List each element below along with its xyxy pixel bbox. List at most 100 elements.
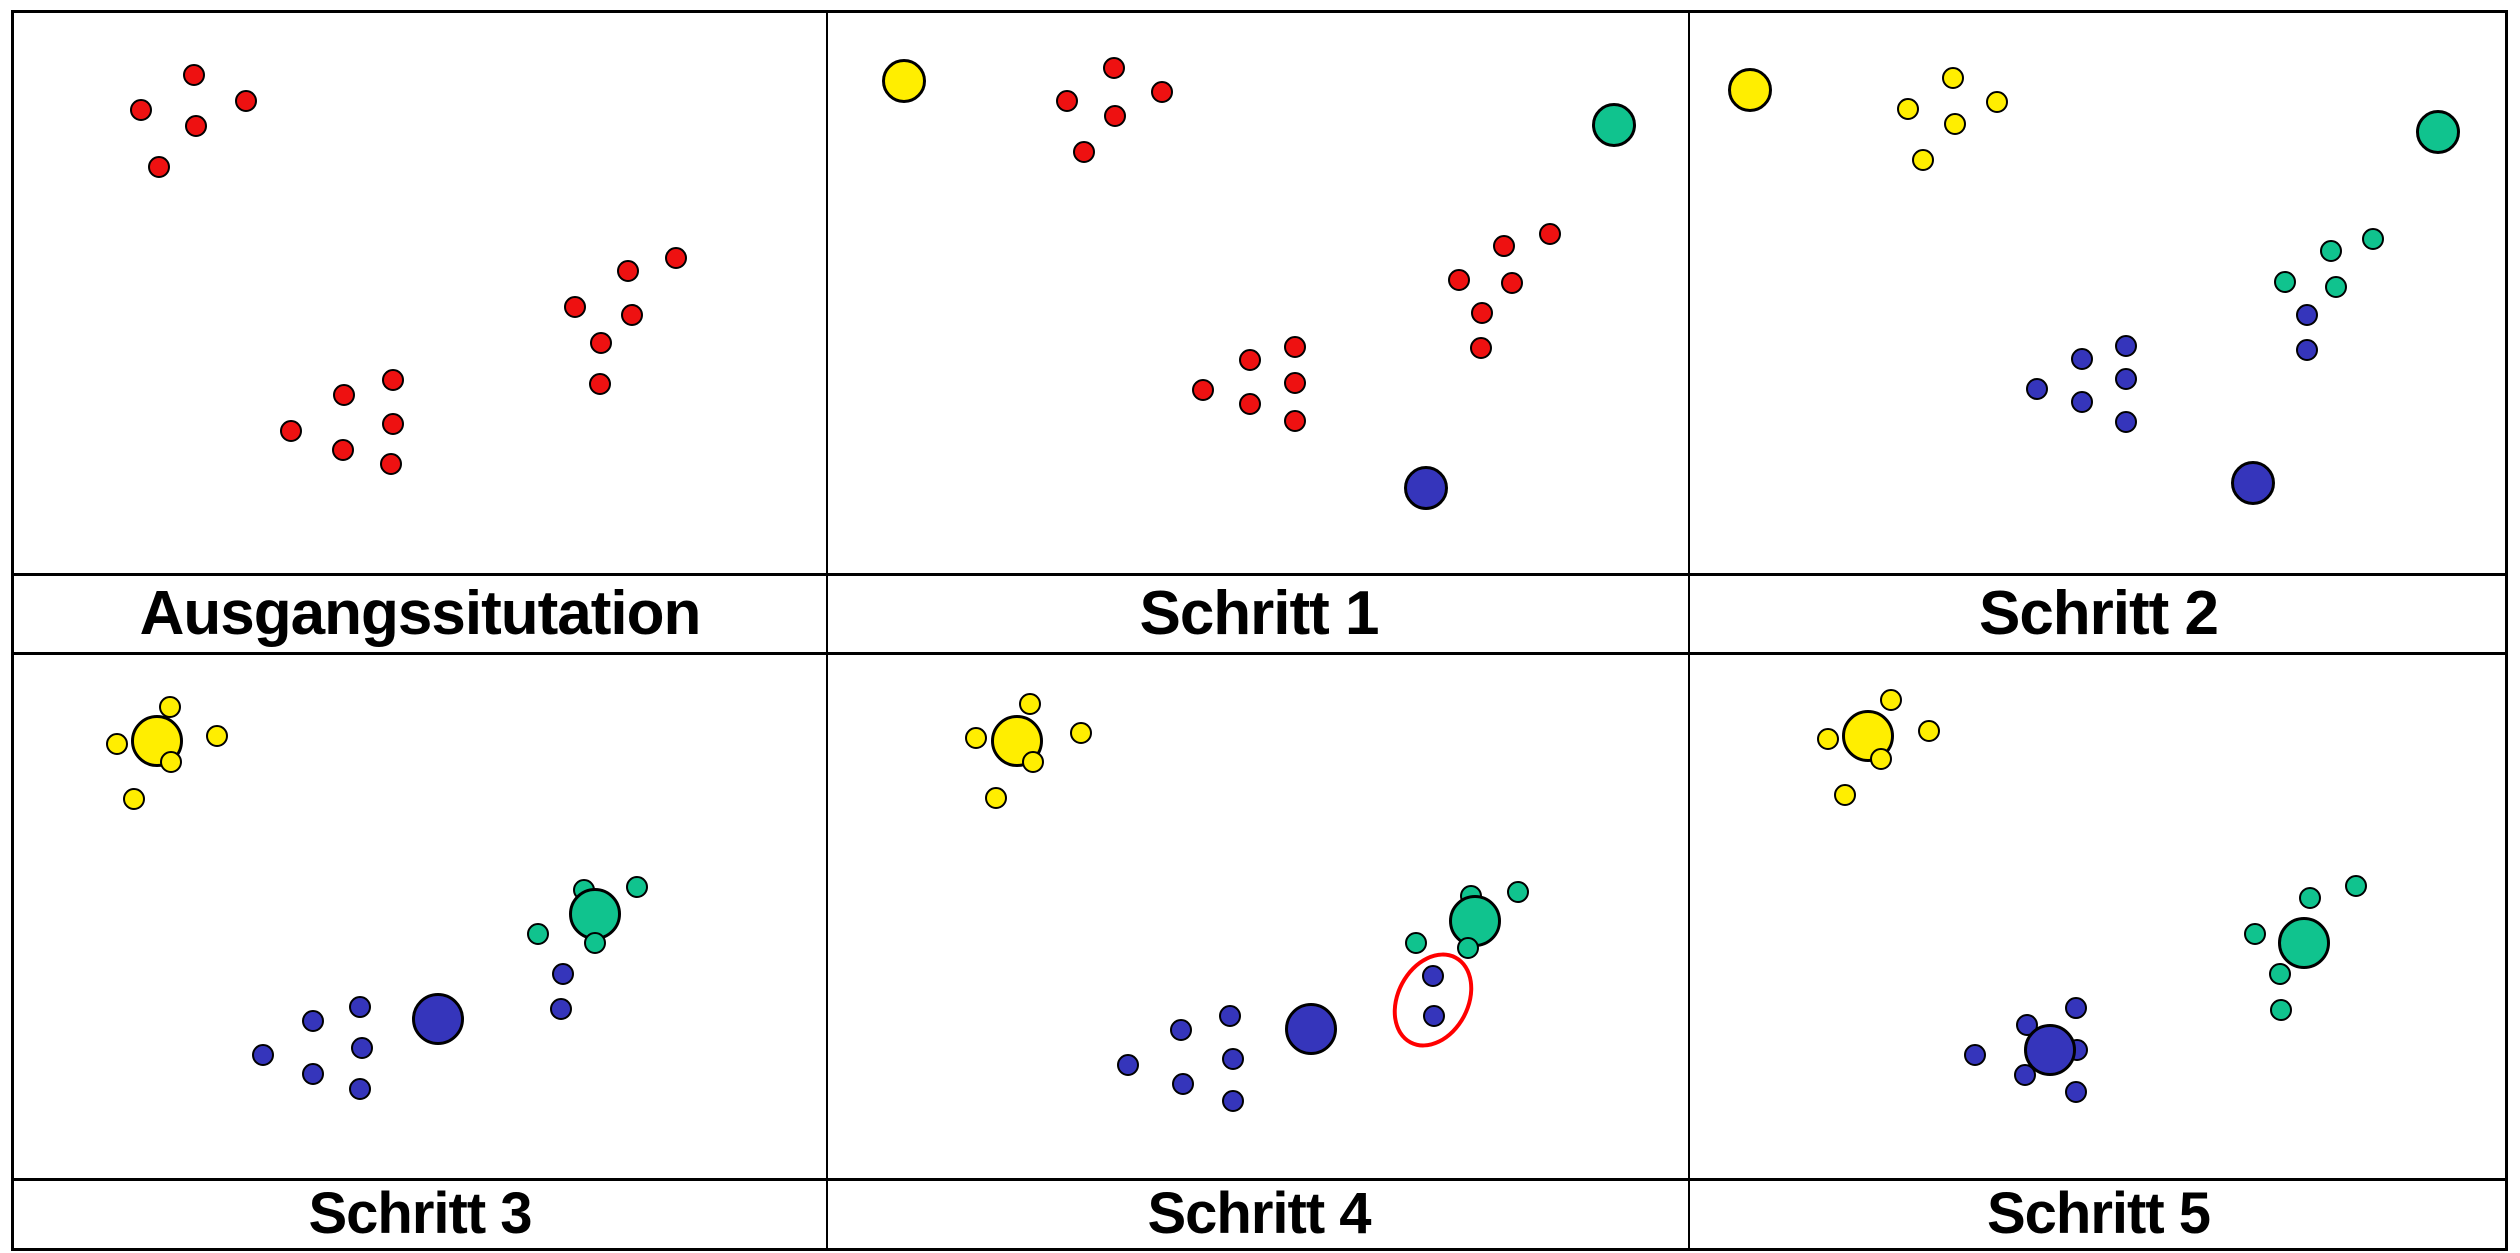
data-point-teal xyxy=(1507,881,1529,903)
data-point-red xyxy=(1284,372,1306,394)
data-point-blue xyxy=(1222,1090,1244,1112)
centroid-yellow xyxy=(882,59,926,103)
data-point-red xyxy=(621,304,643,326)
data-point-yellow xyxy=(1942,67,1964,89)
panel-schritt-2 xyxy=(1691,13,2506,573)
data-point-red xyxy=(590,332,612,354)
data-point-yellow xyxy=(159,696,181,718)
data-point-yellow xyxy=(160,751,182,773)
data-point-teal xyxy=(1457,937,1479,959)
data-point-red xyxy=(1539,223,1561,245)
data-point-red xyxy=(1470,337,1492,359)
panel-schritt-3 xyxy=(14,655,826,1178)
data-point-red xyxy=(1151,81,1173,103)
data-point-blue xyxy=(2071,391,2093,413)
data-point-red xyxy=(185,115,207,137)
data-point-blue xyxy=(2071,348,2093,370)
data-point-blue xyxy=(1964,1044,1986,1066)
data-point-red xyxy=(1493,235,1515,257)
data-point-blue xyxy=(2065,1081,2087,1103)
data-point-teal xyxy=(2299,887,2321,909)
data-point-red xyxy=(332,439,354,461)
panel-caption-schritt-1: Schritt 1 xyxy=(1139,578,1379,648)
data-point-yellow xyxy=(1834,784,1856,806)
data-point-blue xyxy=(2115,335,2137,357)
data-point-red xyxy=(617,260,639,282)
centroid-teal xyxy=(2278,917,2330,969)
data-point-blue xyxy=(1222,1048,1244,1070)
data-point-red xyxy=(280,420,302,442)
data-point-teal xyxy=(2345,875,2367,897)
centroid-blue xyxy=(2231,461,2275,505)
data-point-blue xyxy=(2296,339,2318,361)
centroid-yellow xyxy=(131,715,183,767)
data-point-red xyxy=(665,247,687,269)
figure-outer-border xyxy=(11,10,2508,1251)
data-point-yellow xyxy=(965,727,987,749)
column-divider-1 xyxy=(826,10,828,1251)
data-point-red xyxy=(1239,349,1261,371)
data-point-blue xyxy=(1422,965,1444,987)
centroid-teal xyxy=(1449,895,1501,947)
data-point-teal xyxy=(2244,923,2266,945)
centroid-teal xyxy=(2416,110,2460,154)
data-point-yellow xyxy=(106,733,128,755)
panel-caption-schritt-2: Schritt 2 xyxy=(1978,578,2219,648)
data-point-teal xyxy=(584,932,606,954)
data-point-blue xyxy=(1423,1005,1445,1027)
data-point-red xyxy=(183,64,205,86)
data-point-blue xyxy=(1170,1019,1192,1041)
data-point-blue xyxy=(349,996,371,1018)
data-point-yellow xyxy=(1944,113,1966,135)
data-point-yellow xyxy=(123,788,145,810)
data-point-blue xyxy=(2065,997,2087,1019)
data-point-teal xyxy=(2269,963,2291,985)
data-point-teal xyxy=(1405,932,1427,954)
data-point-teal xyxy=(2362,228,2384,250)
data-point-red xyxy=(382,413,404,435)
data-point-red xyxy=(130,99,152,121)
data-point-yellow xyxy=(1870,748,1892,770)
data-point-blue xyxy=(2115,368,2137,390)
data-point-red xyxy=(1192,379,1214,401)
data-point-red xyxy=(1471,302,1493,324)
data-point-blue xyxy=(2296,304,2318,326)
data-point-blue xyxy=(2026,378,2048,400)
data-point-blue xyxy=(2014,1064,2036,1086)
data-point-blue xyxy=(252,1044,274,1066)
centroid-blue xyxy=(1285,1003,1337,1055)
panel-schritt-4 xyxy=(830,655,1688,1178)
data-point-red xyxy=(1284,410,1306,432)
data-point-teal xyxy=(626,876,648,898)
data-point-yellow xyxy=(1986,91,2008,113)
data-point-red xyxy=(1448,269,1470,291)
centroid-yellow xyxy=(1728,68,1772,112)
data-point-teal xyxy=(2274,271,2296,293)
data-point-yellow xyxy=(1897,98,1919,120)
panel-schritt-5 xyxy=(1691,655,2506,1178)
data-point-teal xyxy=(2320,240,2342,262)
data-point-blue xyxy=(550,998,572,1020)
data-point-yellow xyxy=(1817,728,1839,750)
data-point-yellow xyxy=(1070,722,1092,744)
column-divider-2 xyxy=(1688,10,1690,1251)
caption-divider-row1 xyxy=(11,573,2508,576)
panel-caption-schritt-4: Schritt 4 xyxy=(1147,1181,1371,1246)
panel-ausgangssituation xyxy=(14,13,826,573)
data-point-yellow xyxy=(1912,149,1934,171)
data-point-teal xyxy=(527,923,549,945)
data-point-yellow xyxy=(206,725,228,747)
data-point-yellow xyxy=(1918,720,1940,742)
panel-caption-schritt-3: Schritt 3 xyxy=(308,1181,532,1246)
data-point-red xyxy=(1073,141,1095,163)
data-point-red xyxy=(1501,272,1523,294)
data-point-red xyxy=(589,373,611,395)
data-point-red xyxy=(564,296,586,318)
centroid-teal xyxy=(1592,103,1636,147)
data-point-blue xyxy=(552,963,574,985)
data-point-yellow xyxy=(1019,693,1041,715)
data-point-yellow xyxy=(1022,751,1044,773)
panel-schritt-1 xyxy=(830,13,1688,573)
caption-divider-row2 xyxy=(11,1178,2508,1181)
